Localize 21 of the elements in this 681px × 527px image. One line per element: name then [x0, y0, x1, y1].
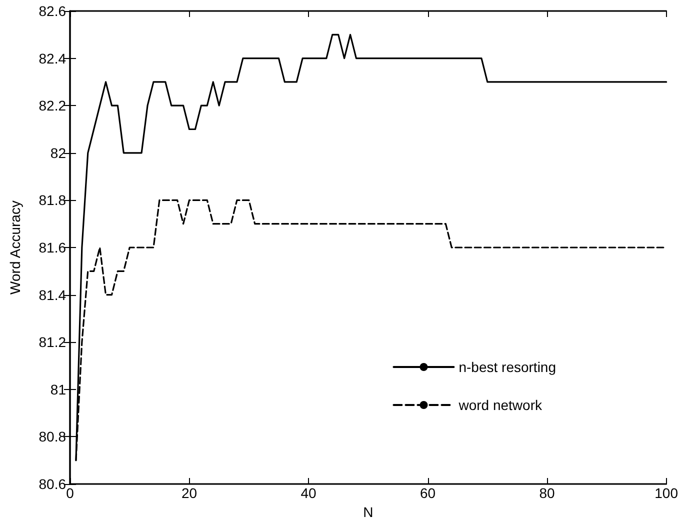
- x-axis-title: N: [363, 504, 374, 520]
- x-tick-label: 20: [181, 485, 198, 501]
- x-tick-label: 0: [66, 485, 74, 501]
- y-tick-label: 81.2: [38, 334, 66, 350]
- x-tick-label: 100: [654, 485, 678, 501]
- y-tick-label: 81.4: [38, 286, 66, 303]
- y-tick-label: 81.6: [38, 240, 66, 256]
- y-tick-label: 80.6: [38, 476, 66, 492]
- y-axis-title: Word Accuracy: [7, 200, 23, 294]
- y-tick-label: 81.8: [38, 192, 66, 208]
- y-tick-label: 82: [50, 144, 66, 161]
- x-tick-label: 40: [300, 485, 317, 501]
- y-tick-label: 80.8: [38, 428, 66, 445]
- x-tick-label: 60: [420, 485, 436, 501]
- y-tick-label: 82.2: [38, 98, 66, 114]
- x-tick-label: 80: [539, 485, 556, 501]
- y-tick-label: 81: [50, 381, 66, 398]
- legend-label: n-best resorting: [458, 359, 556, 375]
- legend-label: word network: [458, 397, 543, 413]
- y-tick-label: 82.4: [38, 50, 66, 66]
- y-tick-label: 82.6: [38, 3, 66, 19]
